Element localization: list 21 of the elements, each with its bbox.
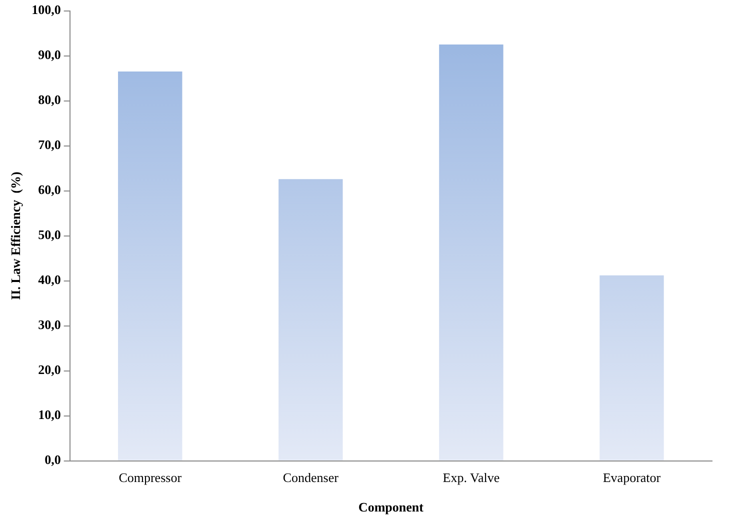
x-tick-label: Exp. Valve [442, 470, 500, 486]
y-tick-label: 50,0 [38, 227, 61, 242]
x-tick-label: Condenser [282, 470, 340, 486]
x-axis-title: Component [358, 500, 424, 515]
x-tick-label: Compressor [118, 470, 182, 486]
y-tick-label: 10,0 [38, 407, 61, 422]
bar [600, 275, 664, 460]
x-tick-label: Evaporator [602, 470, 662, 486]
y-tick-label: 60,0 [38, 182, 61, 198]
y-tick-label: 30,0 [38, 317, 61, 332]
y-tick-label: 90,0 [38, 47, 61, 62]
y-tick-label: 0,0 [44, 452, 61, 468]
y-axis-title: II. Law Efficiency (%) [8, 172, 24, 300]
y-tick-label: 20,0 [38, 362, 61, 378]
y-tick-label: 80,0 [38, 92, 61, 108]
bar [118, 72, 182, 460]
bar [278, 179, 343, 460]
bar [439, 44, 504, 460]
y-tick-label: 70,0 [38, 137, 61, 152]
y-tick-label: 100,0 [32, 2, 61, 18]
y-tick-label: 40,0 [38, 272, 61, 288]
